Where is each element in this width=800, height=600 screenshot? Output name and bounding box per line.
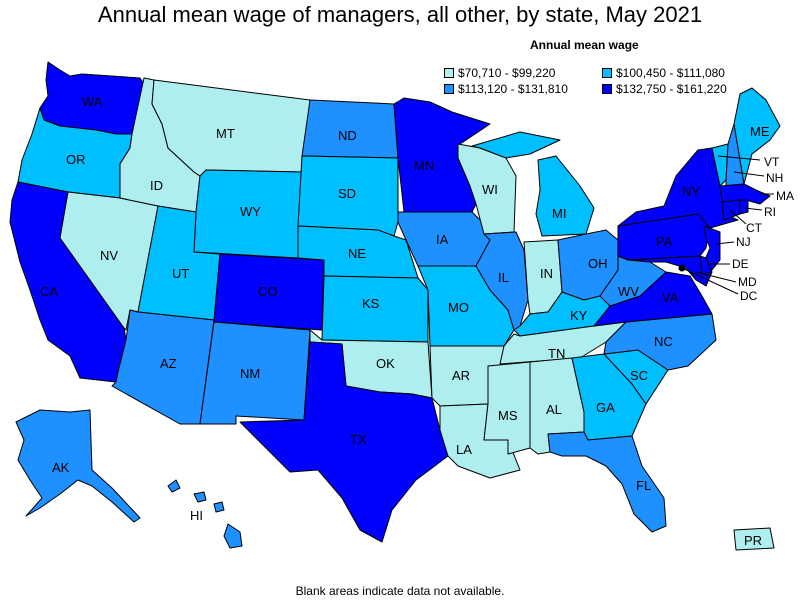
leader-dc xyxy=(681,267,739,295)
label-la: LA xyxy=(456,442,472,457)
legend-item-3: $113,120 - $131,810 xyxy=(444,82,568,96)
state-ri[interactable] xyxy=(739,199,749,215)
label-ok: OK xyxy=(376,356,395,371)
label-az: AZ xyxy=(160,356,177,371)
state-md[interactable] xyxy=(629,255,713,287)
legend-swatch-1 xyxy=(444,68,454,78)
label-wy: WY xyxy=(240,204,261,219)
label-id: ID xyxy=(150,178,163,193)
label-tx: TX xyxy=(350,432,367,447)
label-in: IN xyxy=(540,266,553,281)
label-vt: VT xyxy=(764,155,780,169)
label-ut: UT xyxy=(172,266,189,281)
label-ky: KY xyxy=(570,308,588,323)
label-ia: IA xyxy=(436,232,449,247)
label-wv: WV xyxy=(618,284,639,299)
label-ga: GA xyxy=(596,400,615,415)
label-ma: MA xyxy=(776,189,794,203)
label-wa: WA xyxy=(82,94,103,109)
state-pr[interactable] xyxy=(733,527,775,551)
label-mn: MN xyxy=(414,158,434,173)
label-ri: RI xyxy=(764,205,776,219)
legend-label-1: $70,710 - $99,220 xyxy=(458,66,556,80)
label-ne: NE xyxy=(348,246,366,261)
label-co: CO xyxy=(258,284,278,299)
label-ct: CT xyxy=(746,221,763,235)
footnote: Blank areas indicate data not available. xyxy=(295,584,505,598)
state-ak[interactable] xyxy=(15,409,141,523)
label-va: VA xyxy=(662,290,679,305)
legend-item-1: $70,710 - $99,220 xyxy=(444,66,555,80)
label-ak: AK xyxy=(52,460,70,475)
label-ms: MS xyxy=(498,408,518,423)
label-ny: NY xyxy=(682,184,700,199)
label-al: AL xyxy=(546,402,562,417)
label-dc: DC xyxy=(740,289,758,303)
label-ca: CA xyxy=(40,284,58,299)
state-tx[interactable] xyxy=(239,341,449,543)
legend-title: Annual mean wage xyxy=(530,38,639,52)
leader-nh xyxy=(733,171,765,177)
label-wi: WI xyxy=(482,182,498,197)
label-mo: MO xyxy=(448,300,469,315)
label-sc: SC xyxy=(630,368,648,383)
label-de: DE xyxy=(732,257,749,271)
label-sd: SD xyxy=(338,186,356,201)
label-hi: HI xyxy=(190,508,203,523)
leader-vt xyxy=(717,155,761,161)
legend-item-2: $100,450 - $111,080 xyxy=(602,66,725,80)
legend-label-2: $100,450 - $111,080 xyxy=(616,66,725,80)
leader-ri xyxy=(743,207,763,211)
legend-item-4: $132,750 - $161,220 xyxy=(602,82,727,96)
label-nh: NH xyxy=(766,171,783,185)
label-ks: KS xyxy=(362,296,380,311)
label-me: ME xyxy=(750,124,770,139)
state-hi[interactable] xyxy=(167,479,243,549)
label-pa: PA xyxy=(656,234,673,249)
label-mt: MT xyxy=(216,126,235,141)
legend-label-4: $132,750 - $161,220 xyxy=(616,82,727,96)
label-nd: ND xyxy=(338,128,357,143)
label-il: IL xyxy=(498,270,509,285)
label-ar: AR xyxy=(452,368,470,383)
state-ks[interactable] xyxy=(321,275,429,343)
state-wv[interactable] xyxy=(599,255,667,307)
label-nm: NM xyxy=(240,366,260,381)
label-nc: NC xyxy=(654,334,673,349)
legend-swatch-2 xyxy=(602,68,612,78)
label-tn: TN xyxy=(548,346,565,361)
map-title: Annual mean wage of managers, all other,… xyxy=(97,2,703,27)
leader-ct xyxy=(729,209,747,225)
leader-nj xyxy=(715,241,735,245)
leader-md xyxy=(695,271,737,283)
label-or: OR xyxy=(66,152,86,167)
legend-swatch-3 xyxy=(444,84,454,94)
state-fl[interactable] xyxy=(547,431,667,533)
label-pr: PR xyxy=(744,533,762,548)
label-md: MD xyxy=(738,275,757,289)
label-fl: FL xyxy=(636,478,651,493)
label-nj: NJ xyxy=(736,235,751,249)
label-nv: NV xyxy=(100,248,118,263)
legend-label-3: $113,120 - $131,810 xyxy=(458,82,568,96)
label-mi: MI xyxy=(552,206,566,221)
label-oh: OH xyxy=(588,256,608,271)
legend-swatch-4 xyxy=(602,84,612,94)
